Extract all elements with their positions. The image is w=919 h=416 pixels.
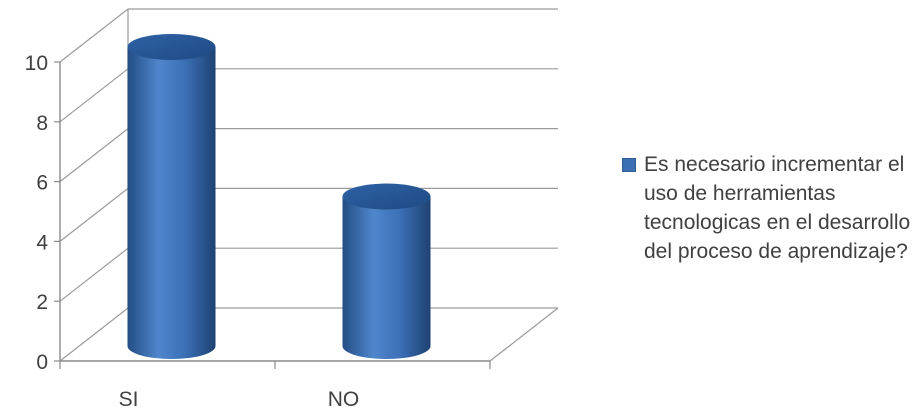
axis-layer <box>54 61 559 369</box>
bar-body-0 <box>127 47 216 359</box>
bars-layer <box>127 34 431 359</box>
x-category-label-0: SI <box>119 388 139 411</box>
floor-right-edge <box>489 307 559 362</box>
y-tick-label-2: 4 <box>36 231 48 254</box>
y-tick-label-1: 2 <box>36 291 48 314</box>
y-tick-label-0: 0 <box>36 351 48 374</box>
legend-swatch <box>622 158 636 172</box>
gridline-side-1 <box>59 247 129 302</box>
bar-cap-1 <box>342 183 431 210</box>
legend: Es necesario incrementar el uso de herra… <box>622 150 912 266</box>
x-category-label-1: NO <box>328 388 360 411</box>
y-tick-label-3: 6 <box>36 172 48 195</box>
bar-body-1 <box>342 196 431 359</box>
gridline-side-5 <box>59 8 129 63</box>
gridline-side-3 <box>59 128 129 183</box>
legend-label: Es necesario incrementar el uso de herra… <box>644 153 911 263</box>
gridline-side-0 <box>59 307 129 362</box>
labels-layer: 0 2 4 6 8 10 SI NO <box>25 52 360 411</box>
bar-no <box>342 183 431 359</box>
y-tick-label-5: 10 <box>25 52 48 75</box>
gridline-side-4 <box>59 68 129 123</box>
bar-cap-0 <box>127 34 216 60</box>
y-tick-label-4: 8 <box>36 112 48 135</box>
bar-si <box>127 34 216 359</box>
gridline-side-2 <box>59 187 129 242</box>
